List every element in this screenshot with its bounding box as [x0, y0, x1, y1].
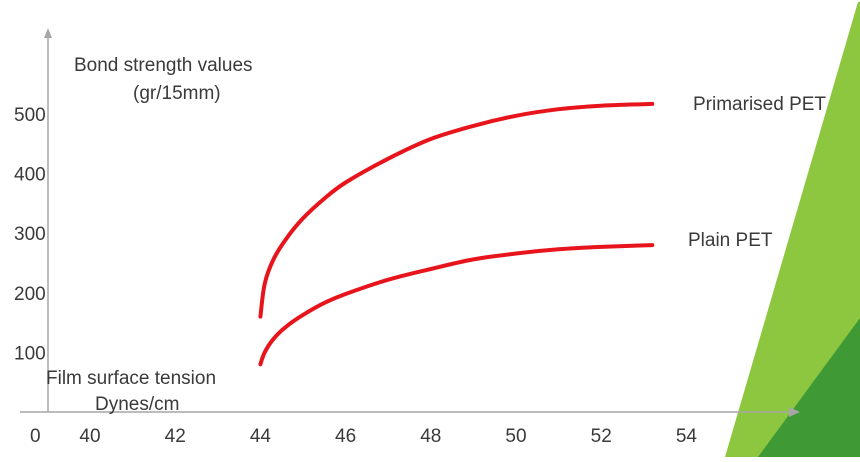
y-tick-label-100: 100 [14, 343, 46, 364]
green-wedge-light [725, 2, 860, 457]
x-tick-label-40: 40 [79, 426, 100, 447]
green-wedge-dark [758, 318, 860, 457]
series-line-plain-pet [258, 243, 655, 367]
y-axis-label-line-2: (gr/15mm) [133, 83, 221, 104]
y-axis-label-line-1: Bond strength values [74, 55, 253, 76]
x-tick-label-50: 50 [505, 426, 526, 447]
x-axis-arrow [789, 407, 800, 417]
series-layer [258, 101, 655, 367]
x-axis-label-line-1: Film surface tension [46, 368, 216, 389]
y-tick-label-200: 200 [14, 284, 46, 305]
x-tick-label-52: 52 [591, 426, 612, 447]
x-tick-labels: 40 42 44 46 48 50 52 54 [79, 426, 697, 447]
x-tick-label-54: 54 [676, 426, 698, 447]
y-tick-labels: 100 200 300 400 500 [14, 105, 46, 364]
series-label-plain-pet: Plain PET [688, 230, 773, 251]
x-tick-label-46: 46 [335, 426, 356, 447]
x-tick-label-48: 48 [420, 426, 441, 447]
x-tick-label-42: 42 [165, 426, 186, 447]
x-origin-label: 0 [30, 426, 41, 447]
y-tick-label-500: 500 [14, 105, 46, 126]
y-tick-label-300: 300 [14, 224, 46, 245]
x-axis-label-line-2: Dynes/cm [95, 394, 179, 415]
series-line-primarised-pet [258, 101, 655, 319]
x-tick-label-44: 44 [250, 426, 272, 447]
y-axis-arrow [44, 28, 52, 38]
series-label-primarised-pet: Primarised PET [693, 94, 826, 115]
y-tick-label-400: 400 [14, 165, 46, 186]
